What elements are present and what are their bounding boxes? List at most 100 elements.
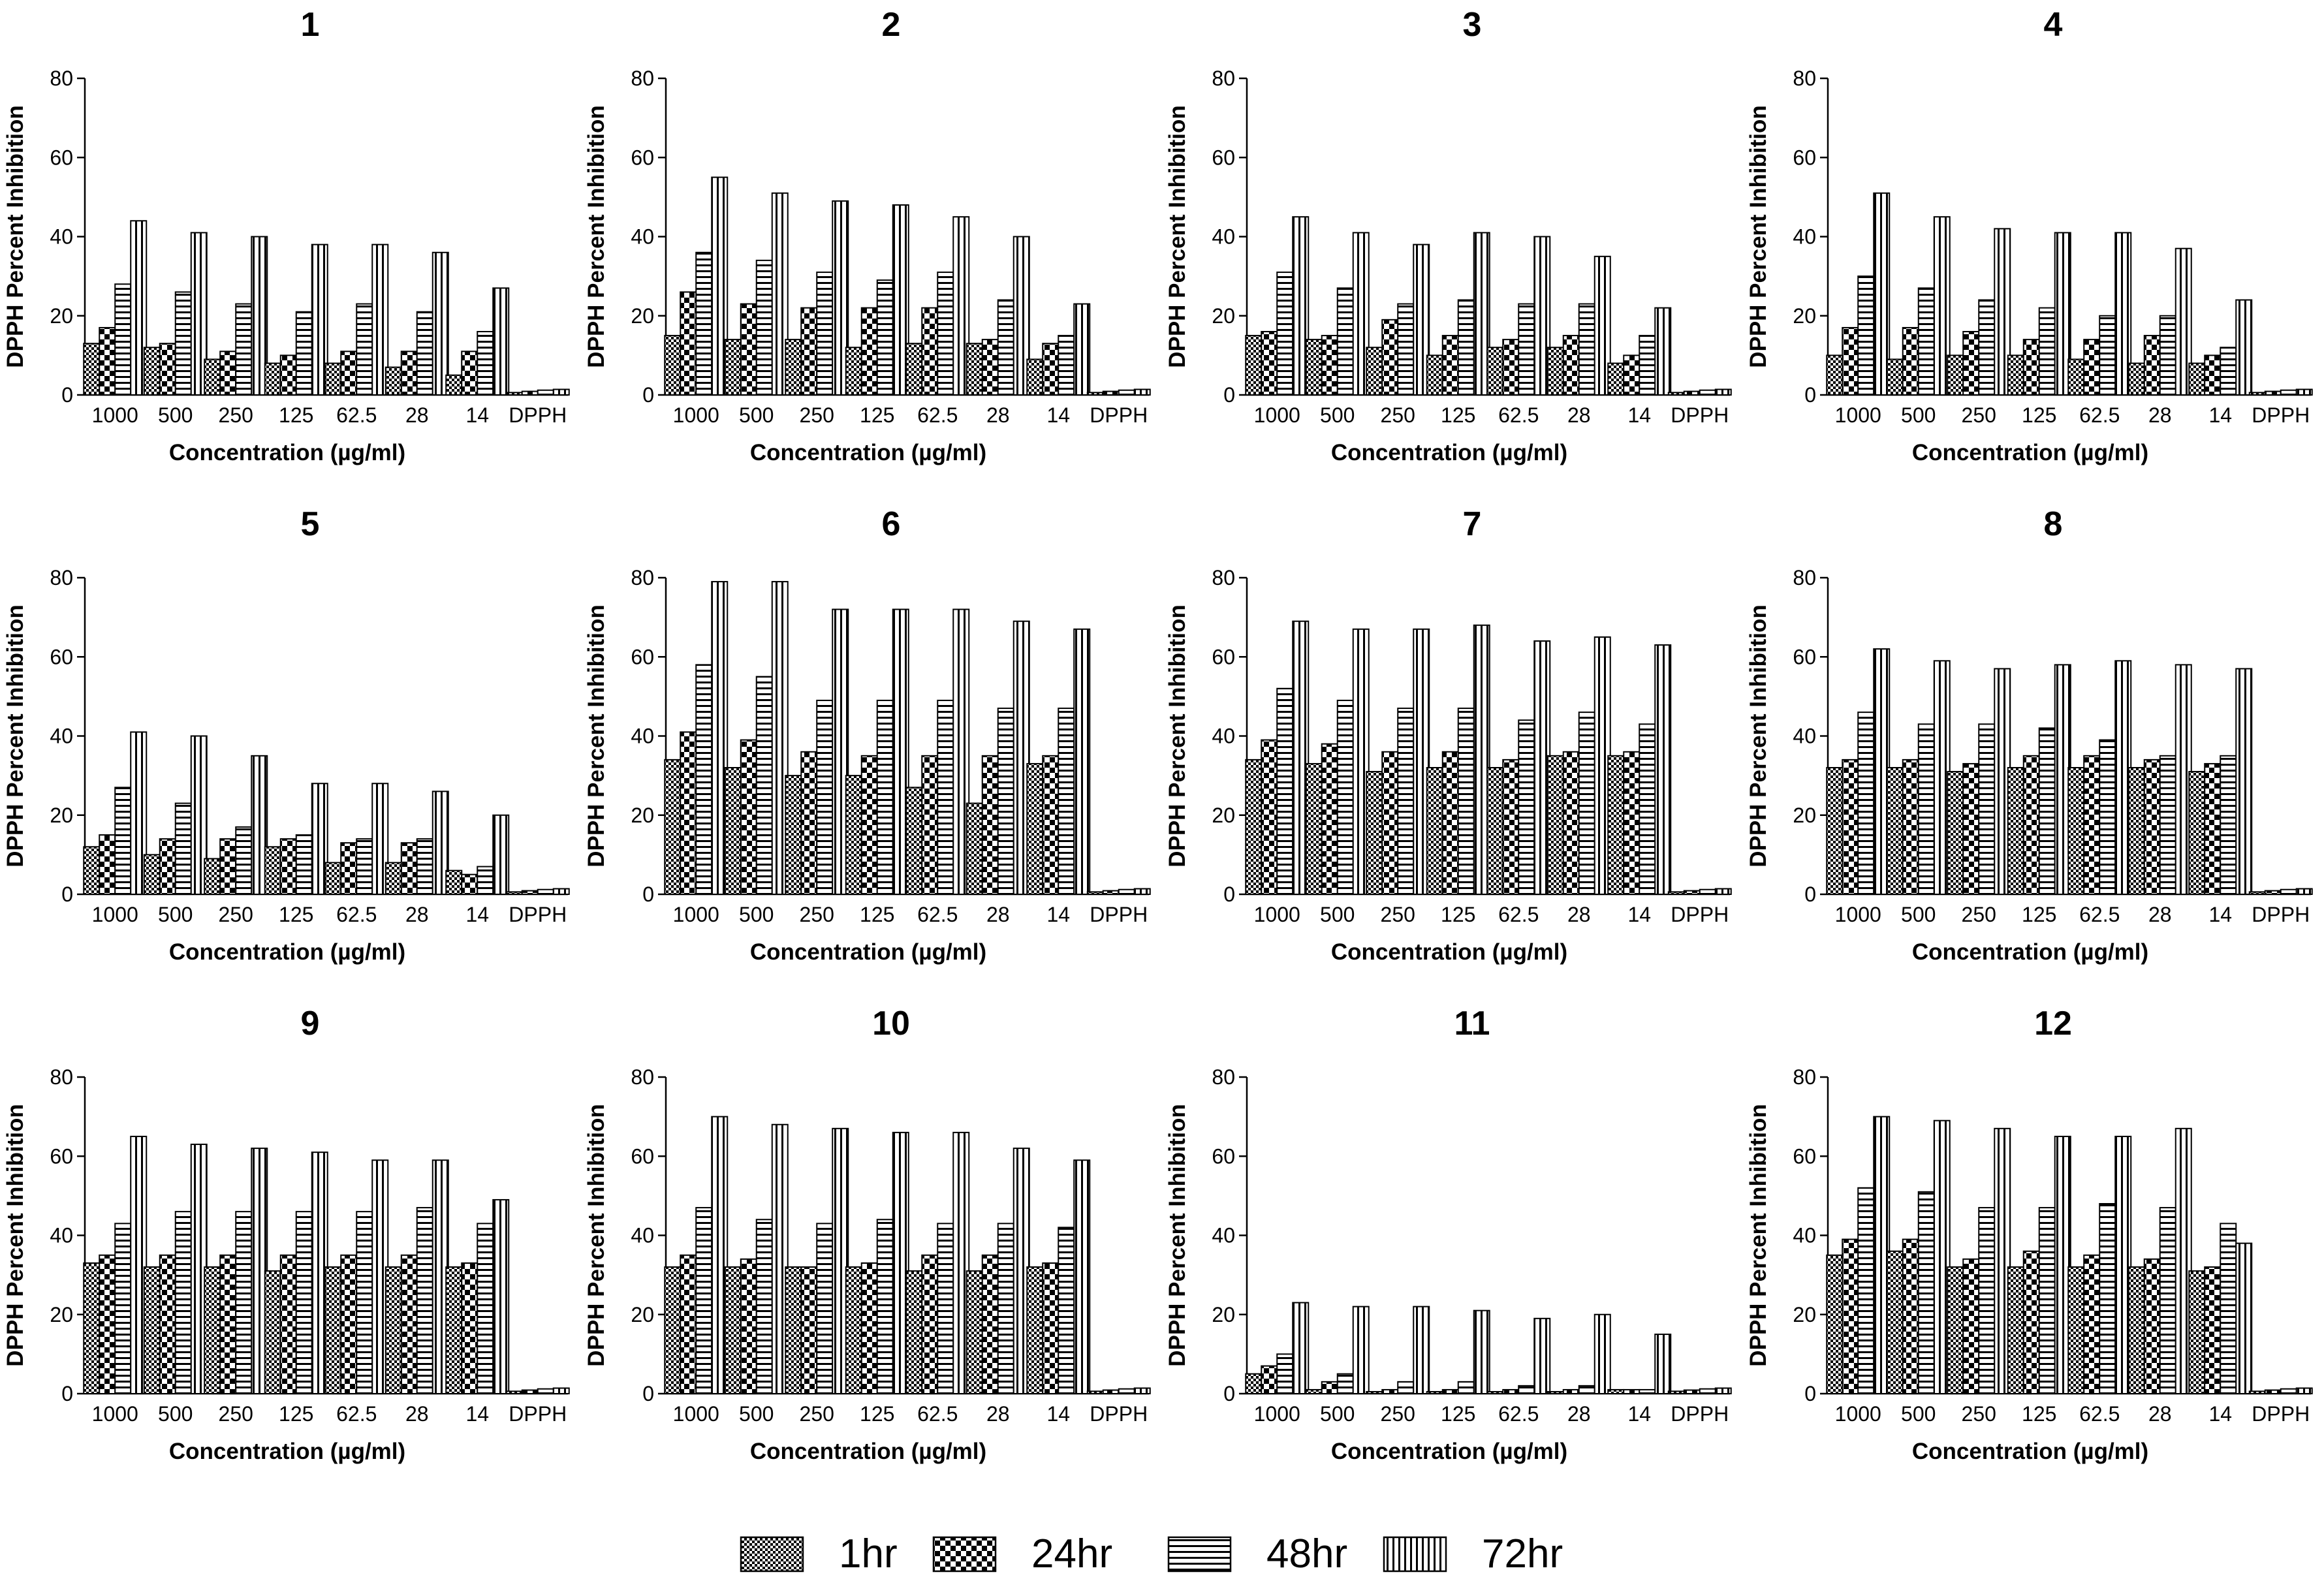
bar-1hr-250 (785, 775, 802, 895)
y-tick-label: 20 (1212, 804, 1235, 827)
bar-72hr-250 (1413, 1306, 1430, 1394)
y-tick-label: 20 (1212, 1303, 1235, 1326)
y-tick-label: 20 (631, 804, 654, 827)
x-tick-label: 62.5 (2079, 903, 2120, 926)
x-tick-label: DPPH (2252, 403, 2310, 427)
bar-24hr-250 (219, 1254, 237, 1394)
panel-title: 6 (882, 505, 901, 543)
x-tick-label: 14 (1627, 903, 1651, 926)
bar-1hr-28 (1547, 347, 1564, 396)
y-tick-label: 40 (1793, 1224, 1816, 1247)
bar-72hr-500 (1352, 232, 1370, 396)
bar-48hr-250 (1978, 299, 1996, 396)
y-tick-label: 20 (50, 304, 73, 328)
bar-1hr-DPPH (505, 392, 523, 396)
x-tick-label: 62.5 (2079, 403, 2120, 427)
legend-label-48hr: 48hr (1266, 1531, 1347, 1576)
bar-24hr-62.5 (1502, 759, 1520, 895)
y-tick-label: 40 (1793, 225, 1816, 249)
y-tick-label: 60 (631, 146, 654, 169)
y-tick-label: 0 (642, 1382, 654, 1405)
panel-title: 1 (301, 6, 320, 44)
bar-24hr-14 (2204, 1266, 2222, 1394)
x-tick-label: 250 (1962, 903, 1996, 926)
bar-1hr-DPPH (1086, 392, 1104, 396)
bar-1hr-250 (785, 339, 802, 396)
bar-1hr-62.5 (2067, 358, 2085, 396)
x-axis-title: Concentration (µg/ml) (1912, 939, 2148, 965)
bar-72hr-28 (432, 251, 449, 396)
bar-1hr-62.5 (324, 1266, 342, 1394)
bar-48hr-125 (1457, 299, 1475, 396)
bar-24hr-28 (981, 755, 999, 895)
bar-48hr-250 (816, 272, 834, 396)
y-tick-label: 0 (1223, 383, 1235, 407)
x-tick-label: 14 (1046, 903, 1070, 926)
bar-48hr-28 (2159, 755, 2176, 895)
bar-1hr-250 (785, 1266, 802, 1394)
bar-72hr-DPPH (2295, 1387, 2313, 1394)
y-tick-label: 80 (631, 1065, 654, 1089)
bar-24hr-28 (981, 1254, 999, 1394)
legend-label-24hr: 24hr (1031, 1531, 1112, 1576)
bar-72hr-250 (832, 200, 849, 396)
bar-24hr-DPPH (1102, 390, 1120, 396)
bar-1hr-DPPH (505, 1390, 523, 1395)
bar-48hr-DPPH (1118, 389, 1135, 396)
bar-48hr-1000 (114, 1223, 132, 1394)
bar-48hr-125 (2038, 1207, 2056, 1394)
x-tick-label: 125 (1441, 903, 1475, 926)
x-tick-label: 250 (800, 403, 834, 427)
legend-label-72hr: 72hr (1482, 1531, 1563, 1576)
y-tick-label: 80 (1212, 566, 1235, 589)
x-tick-label: 62.5 (336, 403, 377, 427)
bar-48hr-DPPH (537, 888, 554, 895)
x-tick-label: 14 (1627, 1402, 1651, 1426)
bar-24hr-28 (400, 842, 418, 895)
bar-48hr-1000 (695, 1207, 713, 1394)
bar-48hr-500 (755, 259, 773, 396)
x-tick-label: 1000 (1254, 1402, 1300, 1426)
y-tick-label: 60 (50, 645, 73, 668)
panel-title: 5 (301, 505, 320, 543)
x-axis-title: Concentration (µg/ml) (750, 939, 986, 965)
x-tick-label: 28 (986, 903, 1010, 926)
x-axis-title: Concentration (µg/ml) (750, 1439, 986, 1464)
x-axis-title: Concentration (µg/ml) (1331, 440, 1567, 465)
bar-1hr-1000 (83, 1262, 101, 1394)
bar-48hr-62.5 (937, 272, 954, 396)
bar-24hr-28 (400, 1254, 418, 1394)
bar-24hr-14 (1042, 1262, 1060, 1394)
y-axis-title: DPPH Percent Inhibition (584, 105, 609, 368)
bar-1hr-500 (724, 339, 742, 396)
bar-1hr-14 (1026, 358, 1044, 396)
bar-24hr-500 (159, 1254, 176, 1394)
y-tick-label: 40 (1793, 725, 1816, 748)
bar-24hr-62.5 (2083, 755, 2101, 895)
bar-48hr-14 (1639, 1388, 1656, 1394)
y-tick-label: 80 (50, 67, 73, 90)
y-tick-label: 60 (1793, 1144, 1816, 1168)
bar-48hr-28 (997, 299, 1014, 396)
legend-swatch-48hr (1167, 1536, 1232, 1573)
bar-1hr-125 (264, 846, 281, 895)
bar-1hr-125 (2007, 1266, 2024, 1394)
x-tick-label: 500 (739, 403, 774, 427)
bar-24hr-250 (1381, 319, 1399, 396)
bar-1hr-28 (966, 1270, 983, 1394)
bar-24hr-62.5 (1502, 339, 1520, 396)
x-tick-label: 125 (1441, 403, 1475, 427)
bar-1hr-1000 (1826, 767, 1844, 895)
bar-48hr-62.5 (356, 838, 373, 895)
x-tick-label: 250 (219, 403, 253, 427)
bar-72hr-62.5 (371, 783, 389, 895)
bar-24hr-125 (860, 1262, 878, 1394)
bar-24hr-14 (461, 351, 479, 396)
bar-1hr-250 (1947, 354, 1964, 396)
bar-1hr-125 (1426, 354, 1443, 396)
bar-72hr-DPPH (2295, 888, 2313, 895)
x-tick-label: 250 (800, 1402, 834, 1426)
bar-48hr-250 (235, 303, 253, 396)
bar-72hr-14 (492, 1198, 510, 1394)
